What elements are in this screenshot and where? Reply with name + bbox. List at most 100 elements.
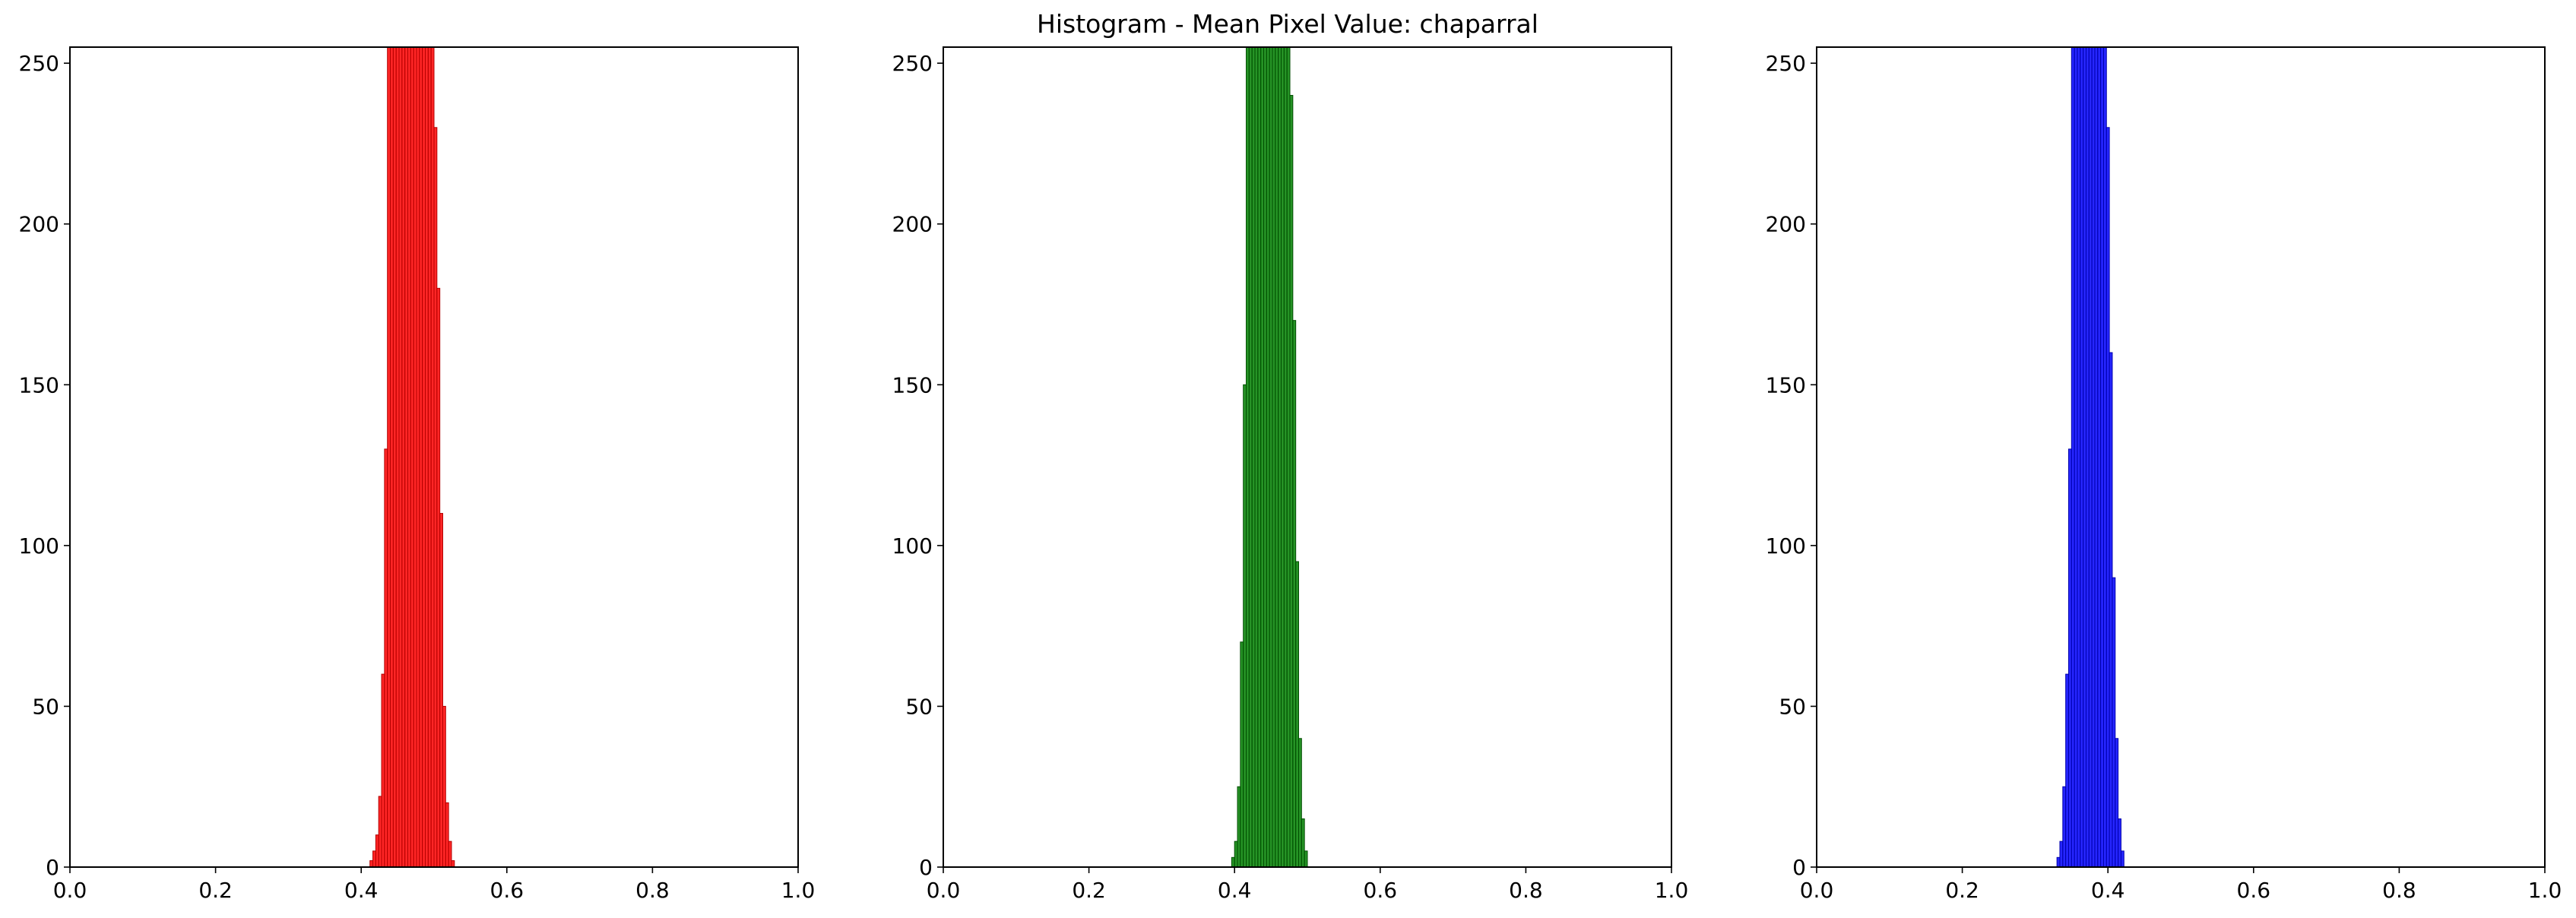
x-tick-label-green-0: 0.0 [927,878,961,903]
x-tick-label-red-3: 0.6 [490,878,524,903]
y-tick-label-blue-3: 150 [1766,372,1806,397]
bar-red-2 [375,834,379,868]
bar-blue-12 [2091,46,2096,868]
bar-green-17 [1281,46,1285,868]
bar-red-26 [445,802,449,868]
bar-blue-7 [2077,46,2081,868]
x-tick-label-red-4: 0.8 [635,878,670,903]
x-tick-label-blue-1: 0.2 [1945,878,1979,903]
y-tick-label-blue-2: 100 [1766,533,1806,559]
axes-frame-blue [1816,46,2546,868]
bar-green-25 [1304,850,1308,868]
y-tick-label-green-0: 0 [919,855,933,880]
y-tick-label-blue-4: 200 [1766,212,1806,237]
bar-red-16 [416,46,420,868]
x-tick-label-green-1: 0.2 [1072,878,1106,903]
bar-green-18 [1283,46,1288,868]
bar-red-4 [381,673,385,868]
bar-green-8 [1254,46,1259,868]
bar-red-19 [425,46,429,868]
bar-red-8 [392,46,397,868]
bar-green-9 [1257,46,1262,868]
bar-red-12 [404,46,409,868]
bar-green-14 [1272,46,1276,868]
bar-blue-4 [2067,448,2072,868]
bar-green-1 [1234,840,1238,868]
bar-red-22 [433,127,438,868]
x-tick-label-red-2: 0.4 [344,878,379,903]
bar-blue-0 [2056,856,2061,868]
bar-blue-16 [2102,46,2107,868]
bar-blue-15 [2100,46,2104,868]
bar-blue-20 [2115,738,2119,868]
bar-red-25 [442,705,446,868]
bar-blue-21 [2118,818,2121,868]
x-tick-label-green-5: 1.0 [1655,878,1689,903]
bar-blue-6 [2074,46,2078,868]
bar-red-5 [384,448,388,868]
bar-red-23 [436,287,441,868]
chart-title: Histogram - Mean Pixel Value: chaparral [1037,9,1538,39]
x-tick-label-blue-2: 0.4 [2091,878,2125,903]
y-tick-label-green-4: 200 [892,212,933,237]
bar-green-7 [1251,46,1256,868]
bar-green-2 [1237,786,1241,868]
bar-red-0 [369,860,374,868]
x-tick-label-blue-4: 0.8 [2382,878,2416,903]
y-tick-label-red-2: 100 [19,533,59,559]
bar-red-17 [419,46,423,868]
panel-red: 0.0 0.2 0.4 0.6 0.8 1.0 0 50 100 150 200 250 [19,46,816,903]
bar-green-15 [1275,46,1279,868]
bar-green-5 [1246,46,1250,868]
bars-blue [2056,46,2124,868]
bar-blue-10 [2085,46,2090,868]
bar-blue-3 [2065,673,2069,868]
panel-blue: 0.0 0.2 0.4 0.6 0.8 1.0 0 50 100 150 200 250 [1766,46,2562,903]
y-tick-label-red-1: 50 [32,694,59,719]
bar-blue-8 [2080,46,2084,868]
bar-red-7 [390,46,394,868]
bar-blue-2 [2062,786,2067,868]
bar-green-10 [1260,46,1265,868]
x-tick-label-blue-5: 1.0 [2528,878,2562,903]
y-tick-label-red-0: 0 [46,855,59,880]
y-tick-label-blue-0: 0 [1792,855,1806,880]
y-tick-label-red-3: 150 [19,372,59,397]
bar-red-14 [410,46,414,868]
y-tick-label-green-1: 50 [905,694,933,719]
bar-green-24 [1301,818,1305,868]
bar-blue-19 [2112,577,2116,868]
bar-green-13 [1269,46,1273,868]
bar-green-16 [1278,46,1282,868]
bars-green [1231,46,1308,868]
bar-blue-5 [2071,46,2075,868]
bar-red-24 [439,513,443,868]
bar-blue-14 [2097,46,2102,868]
y-tick-label-blue-5: 250 [1766,51,1806,76]
bar-blue-11 [2088,46,2093,868]
bar-red-9 [395,46,400,868]
axes-frame-red [69,46,799,868]
x-tick-label-red-1: 0.2 [198,878,233,903]
bar-green-4 [1243,384,1247,868]
y-tick-label-green-2: 100 [892,533,933,559]
bar-green-11 [1263,46,1267,868]
bar-red-20 [427,46,432,868]
bar-red-3 [378,796,382,868]
bar-blue-9 [2083,46,2086,868]
bar-red-6 [387,46,391,868]
x-tick-label-green-2: 0.4 [1218,878,1252,903]
x-tick-label-blue-3: 0.6 [2237,878,2271,903]
bar-green-6 [1248,46,1253,868]
bar-red-27 [448,840,452,868]
bar-blue-13 [2094,46,2099,868]
y-tick-label-green-3: 150 [892,372,933,397]
bar-red-1 [372,850,376,868]
bar-red-18 [422,46,426,868]
bar-green-0 [1231,856,1235,868]
bar-green-20 [1289,94,1294,868]
x-tick-label-red-5: 1.0 [781,878,816,903]
x-tick-label-red-0: 0.0 [53,878,87,903]
axes-frame-green [943,46,1672,868]
